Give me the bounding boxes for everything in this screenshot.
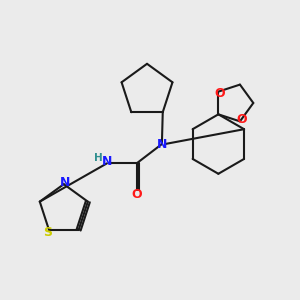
Text: N: N	[60, 176, 70, 189]
Text: N: N	[102, 155, 113, 168]
Text: H: H	[94, 153, 103, 163]
Text: O: O	[131, 188, 142, 201]
Text: S: S	[43, 226, 52, 239]
Text: O: O	[236, 113, 247, 126]
Text: N: N	[157, 138, 167, 151]
Text: O: O	[214, 87, 225, 100]
